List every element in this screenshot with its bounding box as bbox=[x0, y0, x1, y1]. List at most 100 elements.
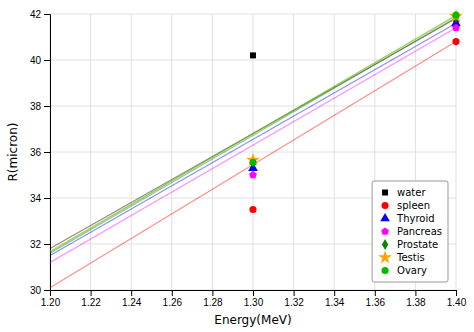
legend-marker bbox=[381, 267, 388, 274]
x-axis-tick: 1.20 bbox=[41, 290, 61, 308]
point bbox=[452, 38, 459, 45]
point bbox=[249, 206, 256, 213]
y-axis-tick-label: 42 bbox=[30, 9, 42, 20]
series bbox=[50, 12, 459, 253]
x-axis-tick: 1.22 bbox=[81, 290, 101, 308]
point bbox=[250, 52, 256, 58]
point bbox=[452, 24, 460, 31]
chart: 1.20 1.22 1.24 1.26 1.28 1.30 1.32 1.34 1.36 1.38… bbox=[0, 0, 474, 332]
x-axis-tick-mark bbox=[456, 290, 457, 296]
x-axis-tick: 1.40 bbox=[447, 290, 467, 308]
x-axis-tick-mark bbox=[131, 290, 132, 296]
x-axis-tick-label: 1.30 bbox=[244, 297, 264, 308]
legend-item: spleen bbox=[381, 200, 430, 211]
y-axis-tick-label: 32 bbox=[30, 239, 42, 250]
x-axis-tick: 1.28 bbox=[203, 290, 223, 308]
point bbox=[449, 9, 462, 22]
x-axis-tick-label: 1.24 bbox=[122, 297, 142, 308]
x-axis-tick: 1.24 bbox=[122, 290, 142, 308]
y-axis-tick-label: 30 bbox=[30, 285, 42, 296]
legend-label: Testis bbox=[396, 252, 425, 263]
legend-label: Ovary bbox=[397, 265, 427, 276]
x-axis-tick-label: 1.32 bbox=[284, 297, 304, 308]
x-axis-tick: 1.34 bbox=[325, 290, 345, 308]
legend: water spleen Thyroid Pancreas Prostate Testis… bbox=[372, 181, 448, 282]
y-axis-tick: 30 bbox=[30, 285, 50, 296]
legend-marker bbox=[381, 227, 389, 234]
legend-marker bbox=[381, 202, 388, 209]
y-axis-tick-mark bbox=[44, 106, 50, 107]
x-axis-tick-mark bbox=[91, 290, 92, 296]
y-axis-tick: 32 bbox=[30, 239, 50, 250]
x-axis-title: Energy(MeV) bbox=[214, 313, 291, 327]
legend-label: Prostate bbox=[397, 239, 438, 250]
x-axis-tick-label: 1.34 bbox=[325, 297, 345, 308]
point bbox=[453, 12, 459, 23]
legend-item: water bbox=[382, 187, 426, 198]
x-axis-tick-label: 1.28 bbox=[203, 297, 223, 308]
y-axis-tick-mark bbox=[44, 244, 50, 245]
point bbox=[452, 12, 459, 19]
legend-label: water bbox=[397, 187, 426, 198]
y-axis-tick-mark bbox=[44, 198, 50, 199]
point bbox=[249, 159, 256, 166]
x-axis-tick-mark bbox=[334, 290, 335, 296]
grid-line bbox=[50, 106, 456, 107]
y-axis-tick-label: 34 bbox=[30, 193, 42, 204]
series bbox=[50, 18, 461, 256]
legend-label: Thyroid bbox=[396, 213, 435, 224]
grid-line bbox=[50, 152, 456, 153]
x-axis-tick: 1.30 bbox=[244, 290, 264, 308]
legend-marker bbox=[382, 190, 388, 196]
y-axis-tick-label: 38 bbox=[30, 101, 42, 112]
legend-label: spleen bbox=[397, 200, 430, 211]
x-axis-tick-mark bbox=[253, 290, 254, 296]
series bbox=[50, 9, 462, 251]
y-axis-tick-mark bbox=[44, 290, 50, 291]
y-axis-tick: 40 bbox=[30, 55, 50, 66]
x-axis-tick-mark bbox=[172, 290, 173, 296]
legend-label: Pancreas bbox=[397, 226, 442, 237]
x-axis-tick-mark bbox=[375, 290, 376, 296]
plot: 1.20 1.22 1.24 1.26 1.28 1.30 1.32 1.34 1.36 1.38… bbox=[30, 9, 467, 308]
grid-line bbox=[50, 60, 456, 61]
grid bbox=[50, 14, 456, 290]
x-axis-tick: 1.32 bbox=[284, 290, 304, 308]
series-line bbox=[50, 42, 456, 288]
legend-item: Pancreas bbox=[381, 226, 442, 237]
y-axis-tick-mark bbox=[44, 14, 50, 15]
x-axis-tick-mark bbox=[294, 290, 295, 296]
x-axis-line bbox=[51, 291, 457, 297]
y-axis-tick-label: 36 bbox=[30, 147, 42, 158]
x-axis-tick-label: 1.38 bbox=[406, 297, 426, 308]
series bbox=[50, 24, 460, 263]
legend-marker bbox=[378, 250, 392, 263]
legend-item: Testis bbox=[378, 250, 425, 263]
y-axis-tick: 38 bbox=[30, 101, 50, 112]
legend-item: Prostate bbox=[382, 239, 438, 250]
y-axis-tick: 36 bbox=[30, 147, 50, 158]
x-axis-tick: 1.38 bbox=[406, 290, 426, 308]
marks bbox=[50, 9, 462, 288]
x-axis-tick-label: 1.26 bbox=[163, 297, 183, 308]
y-axis-line bbox=[44, 15, 51, 291]
y-axis-tick-mark bbox=[44, 152, 50, 153]
x-axis-tick-label: 1.36 bbox=[366, 297, 386, 308]
x-axis-tick-label: 1.22 bbox=[81, 297, 101, 308]
point bbox=[249, 171, 257, 178]
x-axis-tick: 1.26 bbox=[163, 290, 183, 308]
series bbox=[50, 12, 460, 252]
point bbox=[246, 153, 260, 166]
y-axis-tick-mark bbox=[44, 60, 50, 61]
legend-marker bbox=[380, 213, 390, 221]
legend-item: Thyroid bbox=[380, 213, 434, 224]
legend-item: Ovary bbox=[381, 265, 427, 276]
x-axis-tick-label: 1.20 bbox=[41, 297, 61, 308]
x-axis-tick: 1.36 bbox=[366, 290, 386, 308]
legend-marker bbox=[382, 239, 388, 250]
x-axis-tick-label: 1.40 bbox=[447, 297, 467, 308]
y-axis: 30 32 34 36 38 40 42 bbox=[30, 9, 51, 296]
x-axis: 1.20 1.22 1.24 1.26 1.28 1.30 1.32 1.34 1.36 1.38… bbox=[41, 290, 467, 308]
grid-line bbox=[50, 14, 456, 15]
legend-box bbox=[372, 181, 448, 282]
